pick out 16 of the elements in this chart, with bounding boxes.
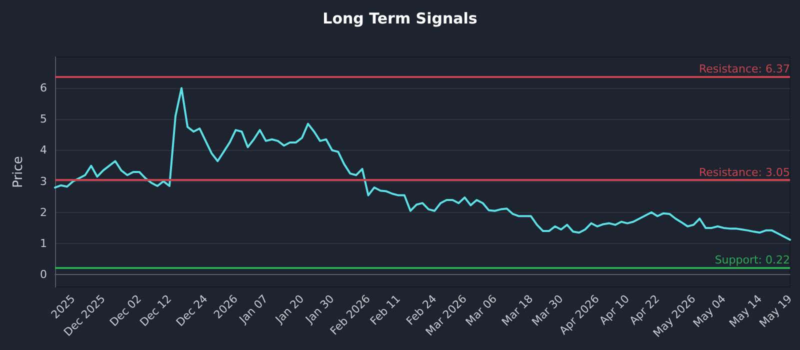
ref-line-label: Resistance: 6.37 bbox=[699, 62, 790, 76]
y-tick-label: 1 bbox=[40, 236, 47, 250]
chart-title: Long Term Signals bbox=[322, 10, 478, 28]
y-tick-label: 2 bbox=[40, 206, 47, 219]
x-tick-label: Jan 20 bbox=[272, 292, 307, 327]
line-series bbox=[54, 87, 791, 241]
y-tick-label: 4 bbox=[40, 144, 47, 157]
x-tick-label: Jan 07 bbox=[236, 292, 270, 327]
y-tick-label: 3 bbox=[40, 174, 47, 188]
ref-line-label: Support: 0.22 bbox=[714, 254, 790, 267]
y-tick-label: 0 bbox=[40, 268, 47, 282]
y-tick-label: 6 bbox=[40, 82, 47, 95]
x-tick-label: Dec 24 bbox=[174, 292, 210, 329]
ref-line-label: Resistance: 3.05 bbox=[699, 166, 790, 179]
y-axis-title: Price bbox=[11, 156, 26, 188]
y-tick-label: 5 bbox=[40, 112, 47, 126]
